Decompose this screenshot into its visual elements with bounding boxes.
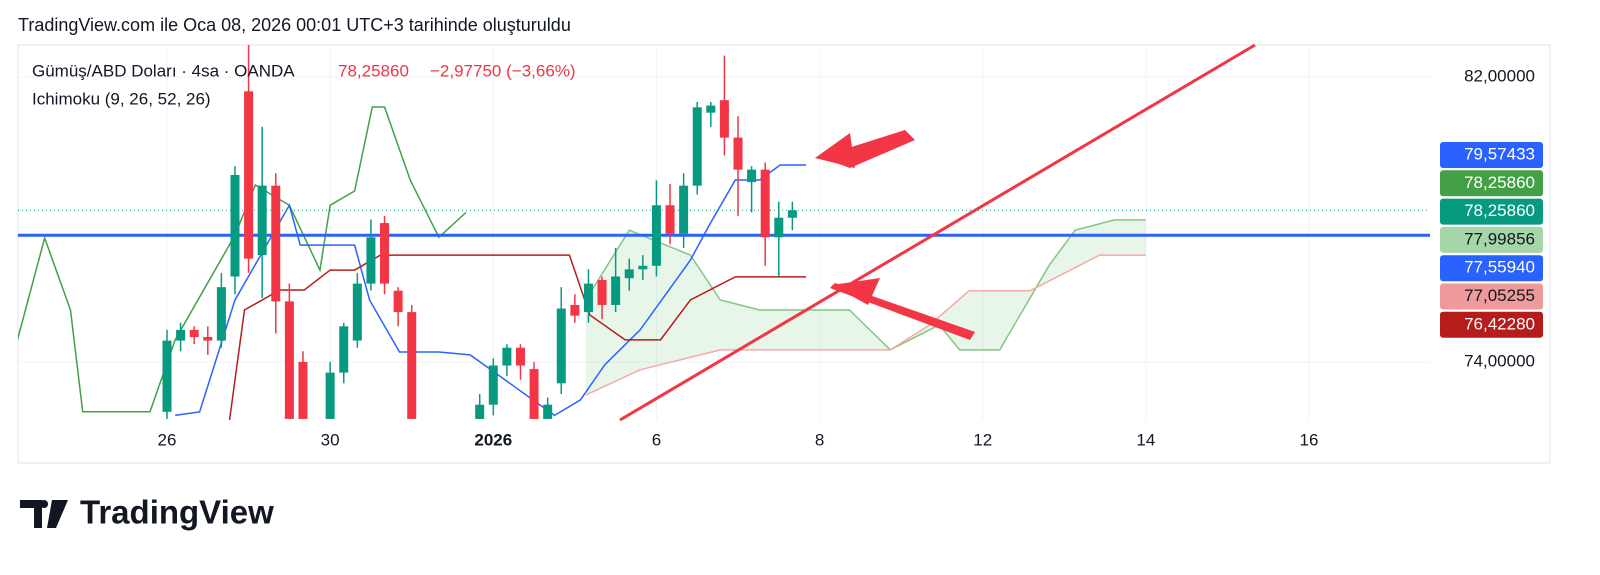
candle-body bbox=[760, 169, 770, 238]
candle-body bbox=[543, 404, 553, 419]
symbol: Gümüş/ABD Doları · 4sa · OANDA bbox=[32, 61, 295, 80]
price-label: 79,57433 bbox=[1464, 144, 1535, 163]
candle-body bbox=[638, 265, 648, 270]
candle-body bbox=[257, 185, 267, 256]
chart-frame bbox=[17, 44, 1551, 464]
candle-body bbox=[624, 269, 634, 279]
price-label-box bbox=[1440, 283, 1543, 310]
price-label-box bbox=[1440, 198, 1543, 225]
candle-body bbox=[570, 304, 580, 316]
candle-body bbox=[583, 283, 593, 313]
candle-body bbox=[393, 290, 403, 313]
candle-body bbox=[189, 329, 199, 338]
change: −2,97750 (−3,66%) bbox=[430, 61, 576, 80]
x-tick-label: 8 bbox=[815, 430, 824, 449]
indicator-line bbox=[18, 106, 467, 413]
candle-body bbox=[787, 210, 797, 218]
price-label: 76,42280 bbox=[1464, 314, 1535, 333]
x-tick-label: 30 bbox=[321, 430, 340, 449]
logo-mark bbox=[20, 500, 68, 528]
candle-body bbox=[352, 283, 362, 341]
candle-body bbox=[271, 185, 281, 302]
cloud bbox=[585, 219, 1146, 396]
candle-body bbox=[298, 361, 308, 419]
arrow-head bbox=[832, 278, 880, 305]
candle-body bbox=[665, 205, 675, 234]
candle-body bbox=[176, 329, 186, 341]
last-price: 78,25860 bbox=[338, 61, 409, 80]
plot bbox=[18, 45, 1430, 420]
candle-body bbox=[597, 280, 607, 305]
x-tick-label: 12 bbox=[973, 430, 992, 449]
candle-body bbox=[556, 308, 566, 384]
indicator: Ichimoku (9, 26, 52, 26) bbox=[32, 89, 211, 108]
candle-body bbox=[366, 237, 376, 284]
candle-body bbox=[706, 105, 716, 113]
price-label-box bbox=[1440, 170, 1543, 197]
y-tick-label: 74,00000 bbox=[1464, 351, 1535, 370]
arrow-head bbox=[815, 133, 855, 168]
price-label: 78,25860 bbox=[1464, 201, 1535, 220]
candle-body bbox=[475, 404, 485, 419]
candle-body bbox=[692, 107, 702, 186]
price-label: 77,05255 bbox=[1464, 286, 1535, 305]
price-label: 78,25860 bbox=[1464, 173, 1535, 192]
price-label-box bbox=[1440, 226, 1543, 253]
indicator-line bbox=[228, 254, 806, 420]
candle-body bbox=[747, 169, 757, 183]
price-label: 77,99856 bbox=[1464, 229, 1535, 248]
x-tick-label: 16 bbox=[1300, 430, 1319, 449]
candle-body bbox=[244, 91, 254, 259]
candle-body bbox=[515, 347, 525, 366]
indicator-line bbox=[175, 164, 806, 417]
price-label-box bbox=[1440, 311, 1543, 338]
candle-body bbox=[216, 287, 226, 341]
price-label-box bbox=[1440, 142, 1543, 168]
y-tick-label: 82,00000 bbox=[1464, 67, 1535, 86]
candle-body bbox=[325, 372, 335, 419]
candle-body bbox=[719, 100, 729, 138]
logo: TradingView bbox=[20, 494, 274, 531]
x-tick-label: 6 bbox=[652, 430, 661, 449]
candle-body bbox=[407, 312, 417, 419]
candle-body bbox=[502, 347, 512, 366]
candle-body bbox=[339, 326, 349, 373]
x-tick-label: 2026 bbox=[474, 430, 512, 449]
candle-body bbox=[651, 205, 661, 266]
trend-line bbox=[619, 43, 1256, 422]
candle-body bbox=[203, 337, 213, 341]
candle-body bbox=[488, 365, 498, 405]
candle-body bbox=[679, 185, 689, 234]
price-label-box bbox=[1440, 255, 1543, 282]
candle-body bbox=[611, 276, 621, 305]
candle-body bbox=[733, 137, 743, 170]
x-tick-label: 14 bbox=[1136, 430, 1155, 449]
candle-body bbox=[529, 369, 539, 419]
brand: TradingView bbox=[80, 494, 274, 531]
x-tick-label: 26 bbox=[158, 430, 177, 449]
candle-body bbox=[284, 301, 294, 419]
header: TradingView.com ile Oca 08, 2026 00:01 U… bbox=[18, 15, 571, 35]
price-label: 77,55940 bbox=[1464, 258, 1535, 277]
candle-body bbox=[230, 174, 240, 277]
candle-body bbox=[380, 223, 390, 284]
candle-body bbox=[162, 340, 172, 412]
axes: 74,00000 82,00000 26 30 2026 6 8 12 14 16 79,57433… bbox=[158, 67, 1543, 449]
candle-body bbox=[774, 217, 784, 238]
